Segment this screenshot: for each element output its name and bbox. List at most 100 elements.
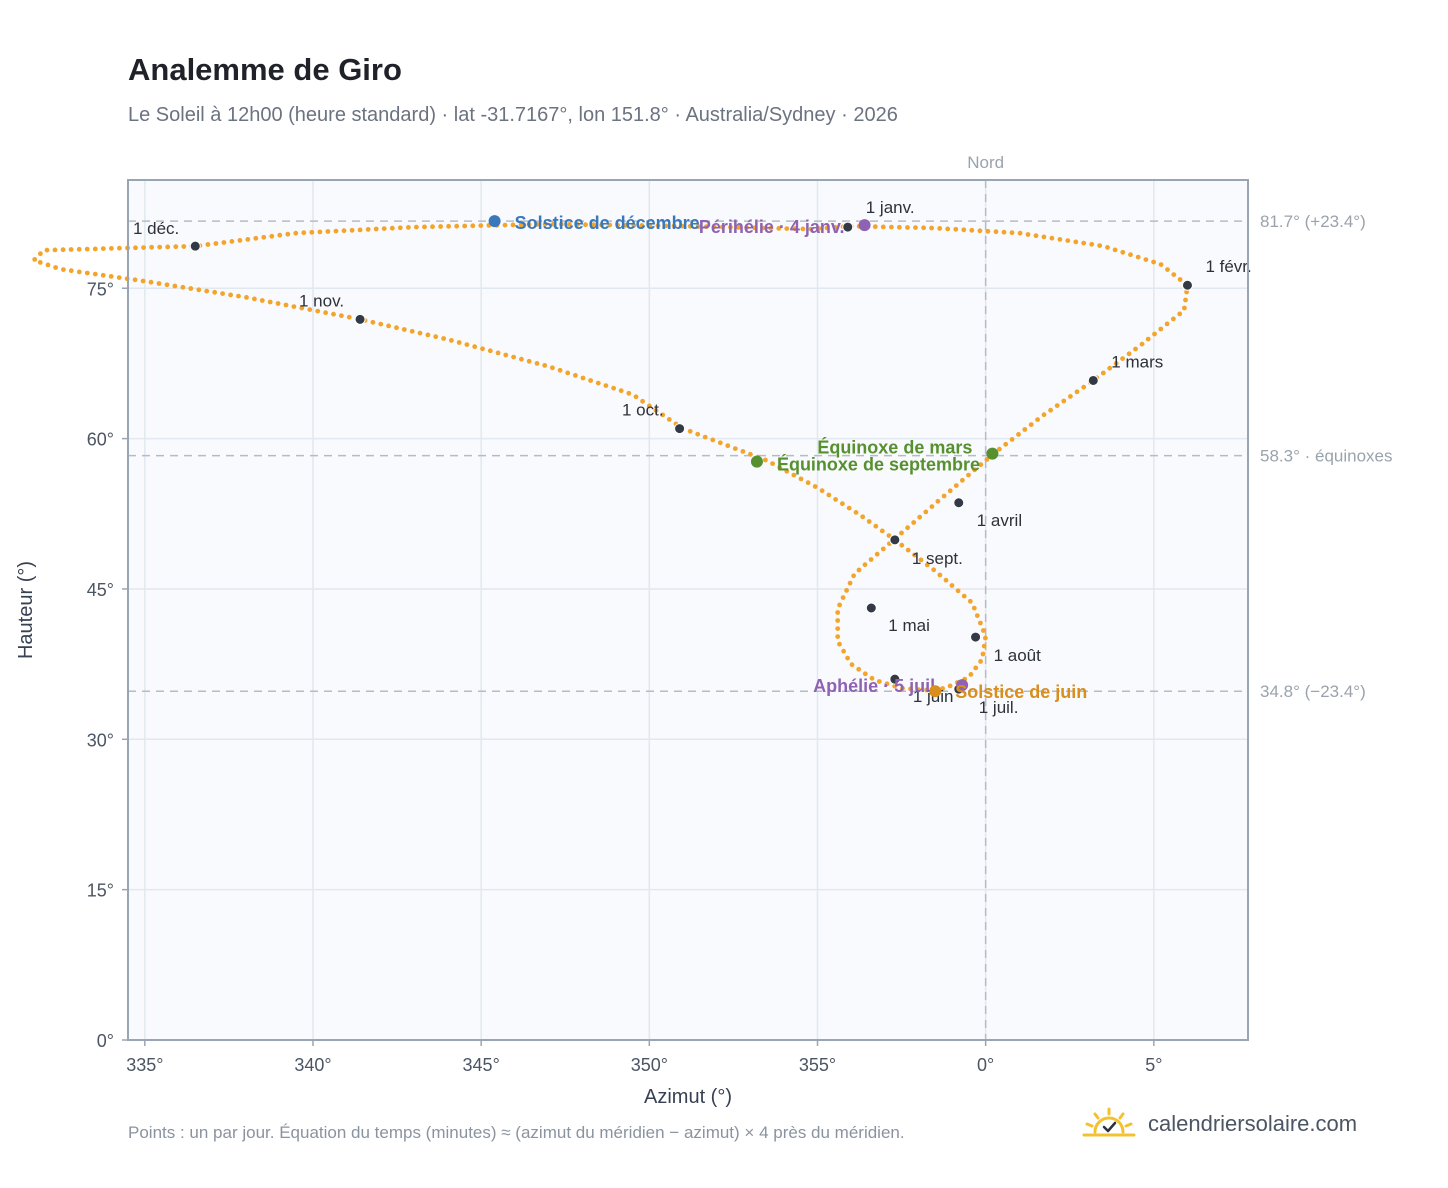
analemma-daily-point [816,226,822,231]
analemma-daily-point [357,227,363,233]
analemma-daily-point [60,247,66,253]
analemma-daily-point [229,239,235,244]
month-marker [889,534,901,546]
analemma-daily-point [837,602,842,608]
month-label: 1 juil. [979,698,1019,717]
analemma-daily-point [1128,252,1133,258]
analemma-daily-point [784,226,790,232]
analemma-daily-point [917,514,923,520]
y-tick-label: 75° [87,279,114,299]
x-tick-label: 335° [126,1055,163,1075]
analemma-daily-point [133,245,138,251]
analemma-daily-point [1033,233,1039,239]
analemma-daily-point [615,222,621,228]
analemma-daily-point [575,222,580,227]
analemma-daily-point [770,461,775,466]
event-label: Équinoxe de mars [817,437,972,458]
analemma-daily-point [1025,232,1031,237]
analemma-daily-point [623,222,629,228]
analemma-daily-point [1065,238,1071,244]
analemma-daily-point [835,626,841,631]
analemma-daily-point [325,229,331,234]
analemma-daily-point [833,497,838,502]
analemma-daily-point [1133,346,1138,352]
analemma-daily-point [526,358,532,364]
y-axis-title: Hauteur (°) [15,561,37,659]
analemma-daily-point [116,275,122,280]
analemma-daily-point [792,226,798,232]
analemma-daily-point [550,365,555,371]
analemma-daily-point [228,292,234,298]
analemma-daily-point [1068,394,1073,399]
analemma-daily-point [607,222,613,228]
analemma-daily-point [417,330,423,336]
analemma-daily-point [851,573,856,579]
analemma-daily-point [381,226,387,232]
analemma-daily-point [558,221,564,227]
analemma-daily-point [841,648,846,654]
analemma-daily-point [309,229,315,235]
analemma-daily-point [180,284,186,290]
analemma-daily-point [808,226,814,232]
analemma-daily-point [401,327,407,332]
analemma-daily-point [534,222,540,227]
analemma-daily-point [1089,241,1095,247]
analemma-daily-point [905,547,911,553]
analemma-daily-point [603,383,609,388]
month-marker [953,497,965,509]
analemma-daily-point [983,635,988,641]
analemma-daily-point [478,223,484,229]
analemma-daily-point [960,477,965,483]
analemma-daily-point [711,224,717,230]
analemma-daily-point [237,238,243,243]
analemma-daily-point [252,296,257,302]
analemma-daily-point [937,572,943,578]
analemma-daily-point [109,246,114,251]
analemma-daily-point [213,241,219,246]
analemma-daily-point [647,223,653,229]
analemma-daily-point [1171,272,1177,277]
analemma-daily-point [639,223,645,228]
brand-logo[interactable]: calendriersolaire.com [1082,1104,1357,1144]
analemma-daily-point [961,227,967,233]
analemma-daily-point [955,588,961,594]
analemma-daily-point [1120,356,1125,361]
analemma-daily-point [835,634,841,639]
analemma-daily-point [840,501,845,507]
analemma-daily-point [980,651,986,657]
analemma-daily-point [511,354,516,360]
month-marker [1087,374,1099,386]
analemma-daily-point [76,269,82,275]
month-marker [842,221,854,233]
analemma-daily-point [550,221,556,227]
month-label: 1 avril [977,511,1022,530]
analemma-daily-point [1001,229,1007,235]
analemma-daily-point [655,223,661,229]
analemma-daily-point [1017,230,1023,236]
analemma-daily-point [472,344,478,350]
analemma-daily-point [68,247,74,252]
analemma-daily-point [840,595,846,600]
analemma-daily-point [856,567,862,573]
analemma-daily-point [583,222,588,228]
month-label: 1 mai [888,616,930,635]
plot-frame [127,179,1249,1041]
analemma-daily-point [763,457,768,463]
analemma-daily-point [837,641,842,647]
analemma-daily-point [1143,257,1149,262]
analemma-daily-point [37,260,43,265]
analemma-daily-point [886,533,892,538]
x-tick-label: 0° [977,1055,994,1075]
analemma-daily-point [454,223,460,229]
analemma-daily-point [966,472,971,478]
analemma-daily-point [947,488,953,494]
analemma-daily-point [1177,277,1183,282]
analemma-daily-point [510,222,516,228]
analemma-daily-point [464,342,470,347]
analemma-daily-point [132,277,138,283]
analemma-daily-point [720,224,725,230]
analemma-daily-point [518,222,524,228]
analemma-daily-point [703,224,709,230]
month-label: 1 févr. [1205,257,1251,276]
brand-name: calendriersolaire.com [1148,1111,1358,1136]
